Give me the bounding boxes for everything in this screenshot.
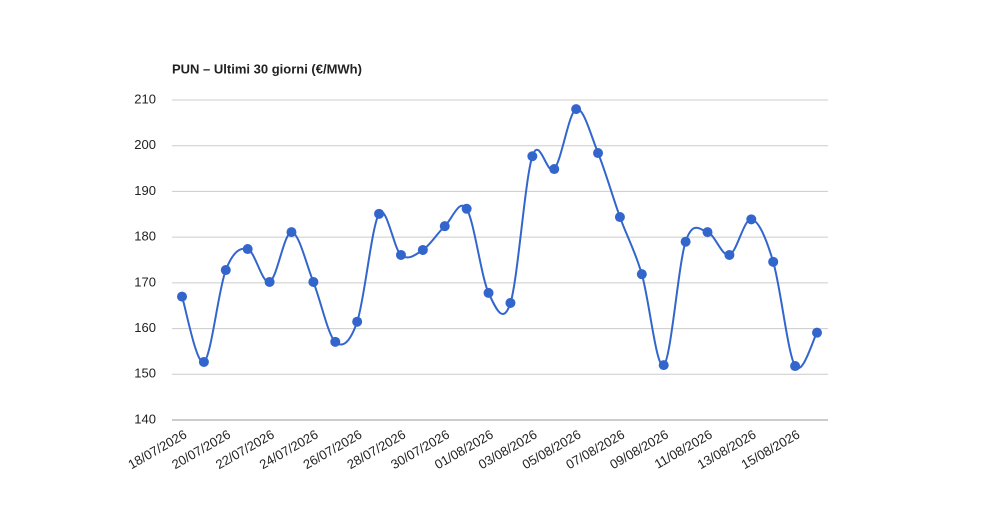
line <box>181 108 818 370</box>
point <box>220 265 231 276</box>
y-tick-label: 180 <box>134 229 156 244</box>
point <box>330 336 341 347</box>
point <box>374 208 385 219</box>
point <box>308 276 319 287</box>
point <box>790 361 801 372</box>
point <box>198 356 209 367</box>
point <box>549 164 560 175</box>
point <box>439 221 450 232</box>
point <box>746 214 757 225</box>
point <box>352 316 363 327</box>
point <box>505 297 516 308</box>
point <box>461 203 472 214</box>
point <box>680 236 691 247</box>
y-tick-label: 210 <box>134 91 156 106</box>
point <box>177 291 187 302</box>
point <box>702 227 713 238</box>
point <box>768 256 779 267</box>
point <box>593 148 604 159</box>
point <box>483 287 494 298</box>
point <box>614 212 625 223</box>
point <box>417 244 428 255</box>
point <box>571 104 582 115</box>
point <box>286 227 297 238</box>
y-tick-label: 200 <box>134 137 156 152</box>
y-tick-label: 160 <box>134 320 156 335</box>
point <box>395 249 406 260</box>
point <box>242 244 253 255</box>
y-tick-label: 170 <box>134 274 156 289</box>
point <box>658 360 669 371</box>
point <box>724 249 735 260</box>
point <box>812 327 822 338</box>
chart-title: PUN – Ultimi 30 giorni (€/MWh) <box>172 61 362 76</box>
y-tick-label: 190 <box>134 183 156 198</box>
point <box>527 151 538 162</box>
y-tick-label: 140 <box>134 411 156 426</box>
y-tick-label: 150 <box>134 366 156 381</box>
point <box>636 269 647 280</box>
point <box>264 276 275 287</box>
